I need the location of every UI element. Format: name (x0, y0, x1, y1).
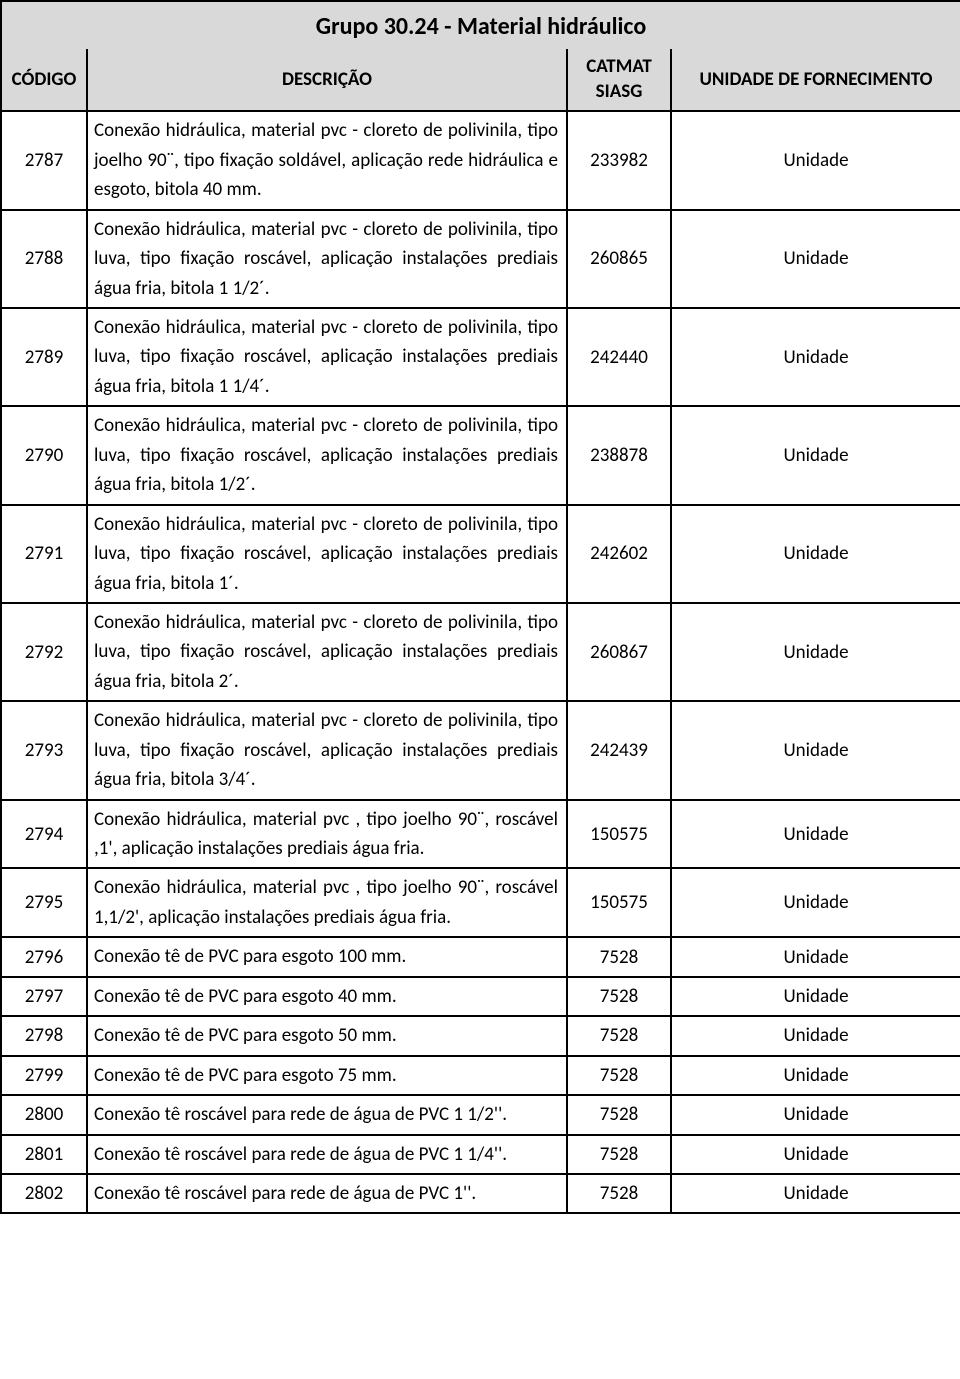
table-row: 2795Conexão hidráulica, material pvc , t… (1, 868, 960, 937)
table-row: 2787Conexão hidráulica, material pvc - c… (1, 111, 960, 209)
cell-unidade: Unidade (671, 800, 960, 869)
cell-codigo: 2801 (1, 1135, 87, 1174)
cell-descricao: Conexão tê de PVC para esgoto 40 mm. (87, 977, 567, 1016)
cell-codigo: 2787 (1, 111, 87, 209)
cell-unidade: Unidade (671, 1056, 960, 1095)
table-row: 2797Conexão tê de PVC para esgoto 40 mm.… (1, 977, 960, 1016)
cell-descricao: Conexão tê de PVC para esgoto 75 mm. (87, 1056, 567, 1095)
cell-descricao: Conexão tê de PVC para esgoto 100 mm. (87, 937, 567, 976)
cell-codigo: 2802 (1, 1174, 87, 1213)
cell-codigo: 2797 (1, 977, 87, 1016)
cell-codigo: 2793 (1, 701, 87, 799)
cell-descricao: Conexão hidráulica, material pvc - clore… (87, 603, 567, 701)
col-header-descricao: DESCRIÇÃO (87, 49, 567, 111)
table-title: Grupo 30.24 - Material hidráulico (1, 1, 960, 49)
cell-catmat: 7528 (567, 1174, 671, 1213)
table-row: 2802Conexão tê roscável para rede de águ… (1, 1174, 960, 1213)
cell-unidade: Unidade (671, 406, 960, 504)
cell-descricao: Conexão tê roscável para rede de água de… (87, 1174, 567, 1213)
table-row: 2791Conexão hidráulica, material pvc - c… (1, 505, 960, 603)
table-row: 2799Conexão tê de PVC para esgoto 75 mm.… (1, 1056, 960, 1095)
col-header-codigo: CÓDIGO (1, 49, 87, 111)
cell-unidade: Unidade (671, 603, 960, 701)
table-row: 2788Conexão hidráulica, material pvc - c… (1, 210, 960, 308)
cell-catmat: 7528 (567, 1135, 671, 1174)
cell-unidade: Unidade (671, 308, 960, 406)
cell-codigo: 2792 (1, 603, 87, 701)
cell-descricao: Conexão hidráulica, material pvc - clore… (87, 111, 567, 209)
cell-unidade: Unidade (671, 1016, 960, 1055)
cell-unidade: Unidade (671, 505, 960, 603)
cell-unidade: Unidade (671, 1135, 960, 1174)
cell-descricao: Conexão hidráulica, material pvc - clore… (87, 406, 567, 504)
cell-codigo: 2800 (1, 1095, 87, 1134)
cell-codigo: 2796 (1, 937, 87, 976)
cell-descricao: Conexão hidráulica, material pvc , tipo … (87, 868, 567, 937)
cell-catmat: 238878 (567, 406, 671, 504)
table-row: 2800Conexão tê roscável para rede de águ… (1, 1095, 960, 1134)
cell-codigo: 2788 (1, 210, 87, 308)
table-row: 2794Conexão hidráulica, material pvc , t… (1, 800, 960, 869)
cell-codigo: 2794 (1, 800, 87, 869)
cell-catmat: 7528 (567, 1016, 671, 1055)
cell-descricao: Conexão hidráulica, material pvc , tipo … (87, 800, 567, 869)
table-row: 2801Conexão tê roscável para rede de águ… (1, 1135, 960, 1174)
cell-unidade: Unidade (671, 868, 960, 937)
cell-codigo: 2790 (1, 406, 87, 504)
table-body: 2787Conexão hidráulica, material pvc - c… (1, 111, 960, 1213)
cell-catmat: 7528 (567, 977, 671, 1016)
cell-codigo: 2799 (1, 1056, 87, 1095)
cell-unidade: Unidade (671, 1174, 960, 1213)
cell-unidade: Unidade (671, 1095, 960, 1134)
table-row: 2793Conexão hidráulica, material pvc - c… (1, 701, 960, 799)
cell-descricao: Conexão tê roscável para rede de água de… (87, 1135, 567, 1174)
table-row: 2796Conexão tê de PVC para esgoto 100 mm… (1, 937, 960, 976)
cell-catmat: 242440 (567, 308, 671, 406)
table-row: 2792Conexão hidráulica, material pvc - c… (1, 603, 960, 701)
cell-catmat: 7528 (567, 937, 671, 976)
cell-descricao: Conexão tê roscável para rede de água de… (87, 1095, 567, 1134)
cell-catmat: 150575 (567, 868, 671, 937)
cell-descricao: Conexão hidráulica, material pvc - clore… (87, 505, 567, 603)
cell-descricao: Conexão hidráulica, material pvc - clore… (87, 701, 567, 799)
col-header-unidade: UNIDADE DE FORNECIMENTO (671, 49, 960, 111)
cell-codigo: 2791 (1, 505, 87, 603)
cell-descricao: Conexão hidráulica, material pvc - clore… (87, 308, 567, 406)
col-header-catmat: CATMAT SIASG (567, 49, 671, 111)
cell-codigo: 2798 (1, 1016, 87, 1055)
table-row: 2789Conexão hidráulica, material pvc - c… (1, 308, 960, 406)
page: Grupo 30.24 - Material hidráulico CÓDIGO… (0, 0, 960, 1214)
cell-descricao: Conexão hidráulica, material pvc - clore… (87, 210, 567, 308)
cell-catmat: 150575 (567, 800, 671, 869)
cell-unidade: Unidade (671, 977, 960, 1016)
catmat-header-line1: CATMAT (572, 55, 666, 80)
table-row: 2790Conexão hidráulica, material pvc - c… (1, 406, 960, 504)
cell-catmat: 260867 (567, 603, 671, 701)
cell-catmat: 242602 (567, 505, 671, 603)
cell-unidade: Unidade (671, 210, 960, 308)
cell-catmat: 233982 (567, 111, 671, 209)
table-row: 2798Conexão tê de PVC para esgoto 50 mm.… (1, 1016, 960, 1055)
cell-catmat: 242439 (567, 701, 671, 799)
cell-catmat: 260865 (567, 210, 671, 308)
cell-unidade: Unidade (671, 111, 960, 209)
cell-catmat: 7528 (567, 1095, 671, 1134)
catmat-header-line2: SIASG (572, 80, 666, 105)
cell-codigo: 2789 (1, 308, 87, 406)
cell-unidade: Unidade (671, 701, 960, 799)
cell-unidade: Unidade (671, 937, 960, 976)
cell-catmat: 7528 (567, 1056, 671, 1095)
cell-descricao: Conexão tê de PVC para esgoto 50 mm. (87, 1016, 567, 1055)
cell-codigo: 2795 (1, 868, 87, 937)
material-table: Grupo 30.24 - Material hidráulico CÓDIGO… (0, 0, 960, 1214)
